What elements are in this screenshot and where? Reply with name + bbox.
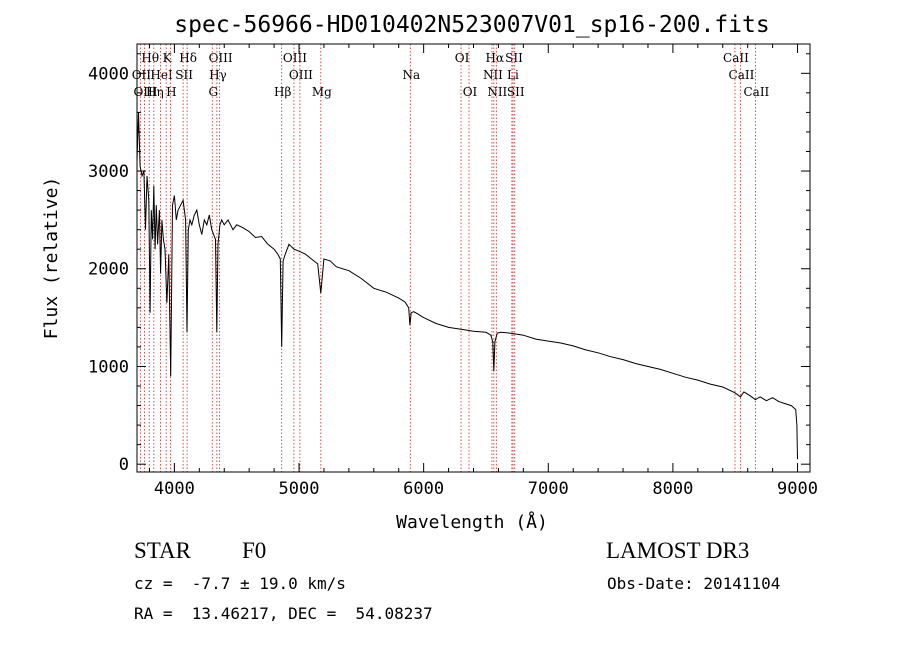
line-label-24: OI — [463, 85, 478, 99]
line-label-7: SII — [505, 51, 523, 65]
line-label-18: OIII — [133, 85, 157, 99]
x-tick-label-2: 6000 — [403, 479, 444, 499]
x-axis-label: Wavelength (Å) — [396, 511, 548, 533]
line-label-12: Hγ — [209, 68, 227, 82]
y-axis-label: Flux (relative) — [41, 177, 62, 340]
line-label-5: OI — [455, 51, 470, 65]
line-label-16: Li — [507, 68, 519, 82]
x-tick-label-3: 7000 — [528, 479, 569, 499]
line-label-14: Na — [402, 68, 420, 82]
line-label-6: Hα — [486, 51, 505, 65]
x-tick-label-1: 5000 — [279, 479, 320, 499]
line-label-10: HeI — [150, 68, 173, 82]
line-label-11: SII — [175, 68, 193, 82]
x-tick-label-4: 8000 — [652, 479, 693, 499]
plot-frame — [136, 43, 811, 473]
redshift-readout: cz = -7.7 ± 19.0 km/s — [134, 574, 346, 593]
x-tick-label-0: 4000 — [154, 479, 195, 499]
x-tick-label-5: 9000 — [777, 479, 818, 499]
line-label-21: G — [208, 85, 218, 99]
object-class: STAR — [134, 538, 191, 563]
y-tick-label-0: 0 — [119, 455, 129, 475]
line-label-15: NII — [483, 68, 503, 82]
line-label-20: H — [166, 85, 176, 99]
coordinates-readout: RA = 13.46217, DEC = 54.08237 — [134, 604, 433, 623]
line-label-2: Hδ — [179, 51, 197, 65]
y-tick-label-1: 1000 — [88, 357, 129, 377]
y-tick-label-3: 3000 — [88, 162, 129, 182]
line-label-22: Hβ — [274, 85, 291, 99]
chart-title: spec-56966-HD010402N523007V01_sp16-200.f… — [174, 12, 769, 38]
line-label-27: CaII — [743, 85, 769, 99]
observation-date: Obs-Date: 20141104 — [607, 574, 781, 593]
line-label-26: SII — [507, 85, 525, 99]
line-label-3: OIII — [209, 51, 233, 65]
line-label-0: Hθ — [141, 51, 159, 65]
y-tick-label-2: 2000 — [88, 260, 129, 280]
line-label-19: Hη — [146, 85, 164, 99]
line-label-4: OIII — [283, 51, 307, 65]
line-label-8: CaII — [723, 51, 749, 65]
line-label-13: OIII — [289, 68, 313, 82]
axis-ticks: 4000 5000 6000 7000 8000 9000 0 1000 2000 3000 400… — [88, 44, 818, 499]
line-label-25: NII — [487, 85, 507, 99]
spectrum-series-line — [136, 112, 798, 460]
spectral-subclass: F0 — [242, 538, 267, 563]
line-label-23: Mg — [312, 85, 332, 99]
line-label-9: OII — [132, 68, 152, 82]
y-tick-label-4: 4000 — [88, 64, 129, 84]
line-label-1: K — [163, 51, 173, 65]
line-label-17: CaII — [729, 68, 755, 82]
survey-release: LAMOST DR3 — [606, 538, 750, 563]
